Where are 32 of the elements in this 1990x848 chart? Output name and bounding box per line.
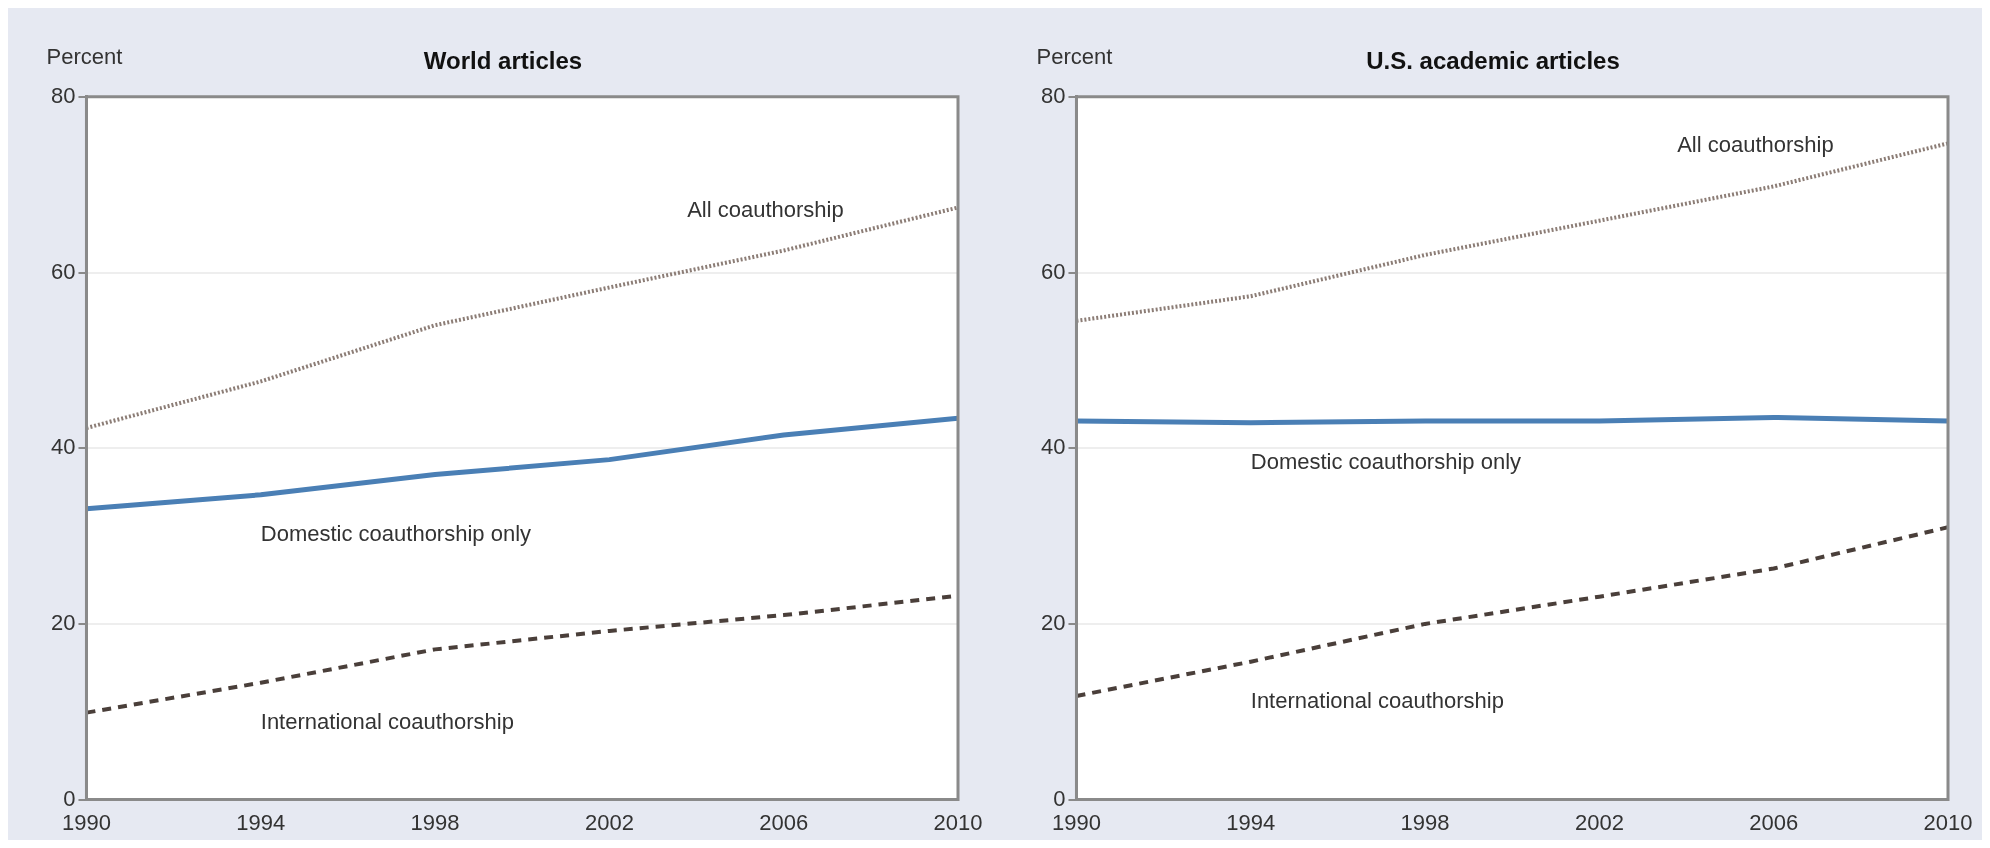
y-tick-label: 40 bbox=[1040, 434, 1066, 460]
y-tick-label: 0 bbox=[63, 785, 76, 811]
x-tick-label: 2010 bbox=[933, 809, 983, 835]
series-label: Domestic coauthorship only bbox=[1250, 448, 1522, 474]
x-tick-label: 1990 bbox=[61, 809, 111, 835]
chart-title: World articles bbox=[423, 47, 583, 75]
x-tick-label: 1998 bbox=[1400, 809, 1450, 835]
series-label: Domestic coauthorship only bbox=[260, 520, 532, 546]
y-tick-label: 40 bbox=[50, 434, 76, 460]
y-tick-label: 60 bbox=[1040, 258, 1066, 284]
y-tick-label: 80 bbox=[50, 82, 76, 108]
series-label: All coauthorship bbox=[1677, 132, 1834, 158]
y-tick-label: 60 bbox=[50, 258, 76, 284]
x-tick-label: 1994 bbox=[236, 809, 286, 835]
y-axis-title: Percent bbox=[1036, 43, 1113, 69]
y-axis-title: Percent bbox=[46, 43, 123, 69]
series-label: All coauthorship bbox=[687, 196, 844, 222]
x-tick-label: 2002 bbox=[1574, 809, 1624, 835]
x-tick-label: 1990 bbox=[1051, 809, 1101, 835]
series-label: International coauthorship bbox=[260, 708, 514, 734]
y-tick-label: 80 bbox=[1040, 82, 1066, 108]
x-tick-label: 1998 bbox=[410, 809, 460, 835]
series-label: International coauthorship bbox=[1250, 687, 1504, 713]
chart-title: U.S. academic articles bbox=[1366, 47, 1620, 75]
y-tick-label: 0 bbox=[1053, 785, 1066, 811]
x-tick-label: 2006 bbox=[1749, 809, 1799, 835]
x-tick-label: 1994 bbox=[1226, 809, 1276, 835]
y-tick-label: 20 bbox=[50, 609, 76, 635]
y-tick-label: 20 bbox=[1040, 609, 1066, 635]
x-tick-label: 2002 bbox=[584, 809, 634, 835]
x-tick-label: 2006 bbox=[759, 809, 809, 835]
x-tick-label: 2010 bbox=[1923, 809, 1973, 835]
